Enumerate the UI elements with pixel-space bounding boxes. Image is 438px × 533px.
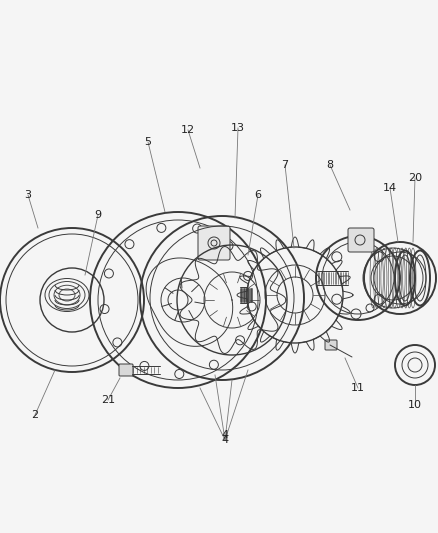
- Text: 4: 4: [222, 430, 229, 440]
- Text: 7: 7: [282, 160, 289, 170]
- Text: 2: 2: [32, 410, 39, 420]
- Text: 8: 8: [326, 160, 334, 170]
- Text: 4: 4: [222, 435, 229, 445]
- Text: 6: 6: [254, 190, 261, 200]
- FancyBboxPatch shape: [119, 364, 133, 376]
- Text: 12: 12: [181, 125, 195, 135]
- FancyBboxPatch shape: [348, 228, 374, 252]
- FancyBboxPatch shape: [325, 340, 337, 350]
- Text: 5: 5: [145, 137, 152, 147]
- Text: 3: 3: [25, 190, 32, 200]
- Text: 9: 9: [95, 210, 102, 220]
- FancyBboxPatch shape: [198, 226, 230, 260]
- Text: 21: 21: [101, 395, 115, 405]
- Text: 13: 13: [231, 123, 245, 133]
- Text: 10: 10: [408, 400, 422, 410]
- Text: 11: 11: [351, 383, 365, 393]
- Text: 14: 14: [383, 183, 397, 193]
- Text: 20: 20: [408, 173, 422, 183]
